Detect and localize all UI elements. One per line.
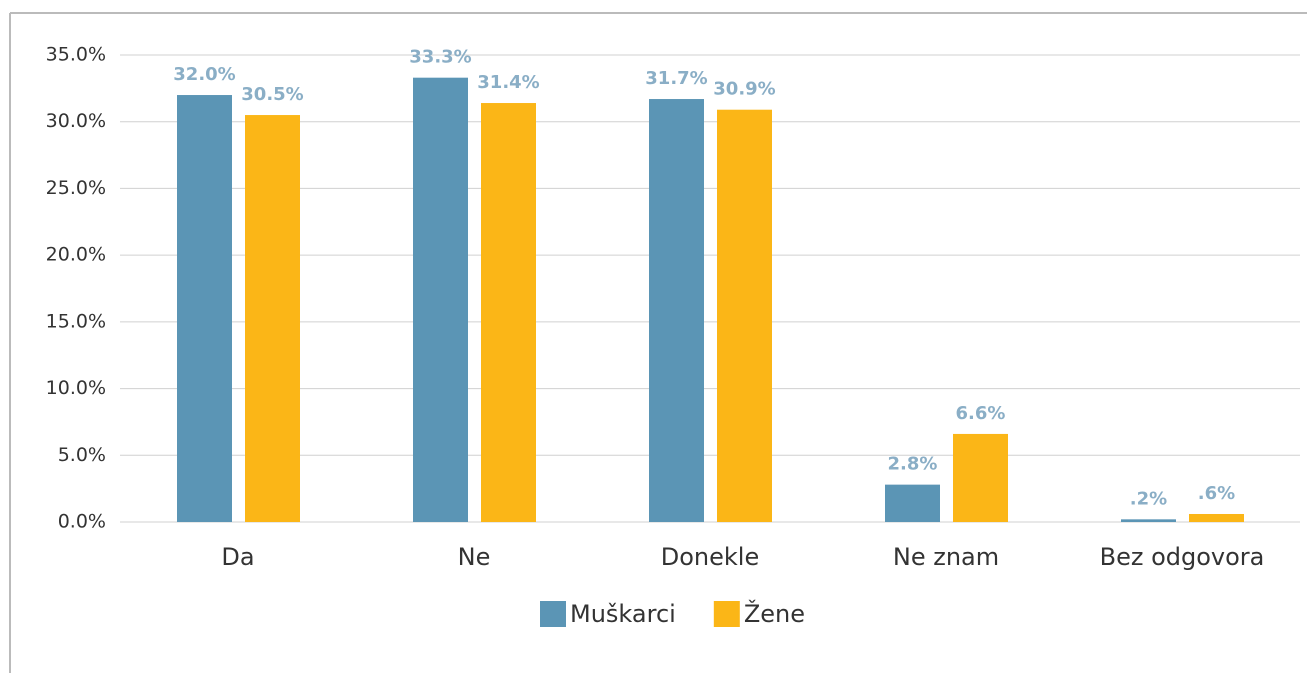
- bar: [481, 103, 536, 522]
- legend-label: Muškarci: [570, 600, 676, 628]
- y-tick-label: 25.0%: [46, 177, 106, 199]
- bar: [1121, 519, 1176, 522]
- value-label: .2%: [1130, 488, 1167, 509]
- bar: [649, 99, 704, 522]
- value-label: .6%: [1198, 483, 1235, 504]
- y-tick-label: 15.0%: [46, 310, 106, 332]
- bar: [885, 484, 940, 522]
- bar: [1189, 513, 1244, 522]
- x-tick-label: Ne: [458, 543, 491, 571]
- legend-swatch: [540, 601, 566, 627]
- value-label: 33.3%: [409, 47, 471, 68]
- y-tick-label: 35.0%: [46, 44, 106, 66]
- bar: [413, 77, 468, 522]
- x-tick-label: Ne znam: [893, 543, 999, 571]
- value-label: 30.9%: [713, 79, 775, 100]
- x-tick-label: Bez odgovora: [1100, 543, 1265, 571]
- bar: [717, 109, 772, 522]
- y-tick-label: 0.0%: [58, 511, 106, 533]
- value-label: 6.6%: [956, 403, 1006, 424]
- value-label: 2.8%: [888, 454, 938, 475]
- value-label: 31.7%: [645, 68, 707, 89]
- value-label: 32.0%: [173, 64, 235, 85]
- y-tick-label: 30.0%: [46, 110, 106, 132]
- y-tick-label: 10.0%: [46, 377, 106, 399]
- value-label: 31.4%: [477, 72, 539, 93]
- bar: [245, 115, 300, 523]
- x-tick-label: Donekle: [661, 543, 759, 571]
- y-tick-label: 20.0%: [46, 244, 106, 266]
- bar: [953, 433, 1008, 522]
- value-label: 30.5%: [241, 84, 303, 105]
- y-tick-label: 5.0%: [58, 444, 106, 466]
- x-tick-label: Da: [221, 543, 254, 571]
- bar: [177, 95, 232, 523]
- legend-label: Žene: [744, 599, 805, 628]
- legend-swatch: [713, 601, 740, 627]
